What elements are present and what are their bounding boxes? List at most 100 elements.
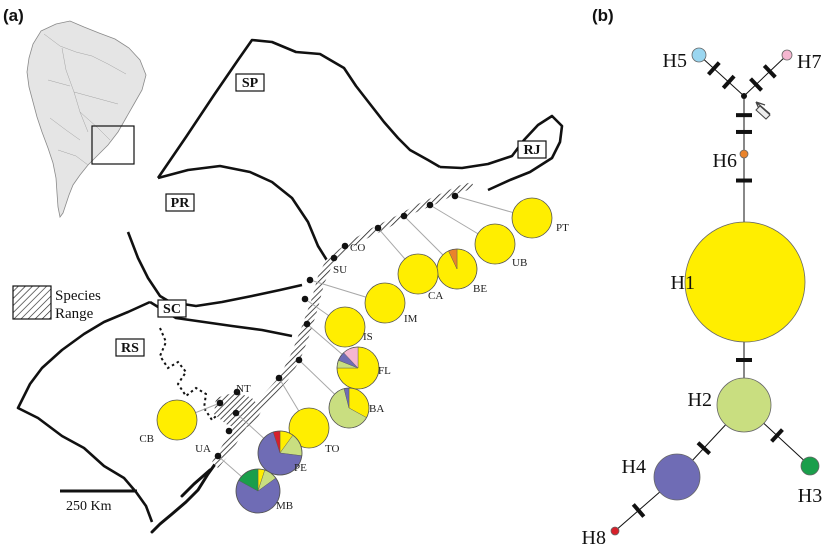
site-ba: BA <box>295 356 384 429</box>
site-pie-chart <box>288 407 330 449</box>
site-location-dot <box>330 254 338 262</box>
sp-border <box>156 38 441 179</box>
site-pie-chart <box>397 253 439 295</box>
site-be: BE <box>400 212 487 295</box>
haplotype-label: H7 <box>797 51 821 73</box>
network-edge <box>736 154 752 222</box>
edge-line <box>743 54 788 97</box>
state-label-box <box>235 73 265 92</box>
site-is: IS <box>301 295 373 348</box>
site-su: SU <box>330 254 347 276</box>
site-location-dot <box>451 192 459 200</box>
pie-outline <box>156 399 198 441</box>
lagoon-shore <box>180 468 212 498</box>
haplotype-h5: H5 <box>663 47 707 72</box>
haplotype-h4: H4 <box>622 453 701 501</box>
mutation-step-mark <box>706 61 721 76</box>
site-pe: PE <box>232 409 307 476</box>
haplotype-label: H1 <box>671 272 695 294</box>
pie-outline <box>235 468 281 514</box>
pie-outline <box>364 282 406 324</box>
state-label-text: RJ <box>523 143 540 158</box>
pie-outline <box>336 346 380 390</box>
state-label-box <box>165 193 195 212</box>
site-location-dot <box>301 295 309 303</box>
pie-outline <box>324 306 366 348</box>
haplotype-h1: H1 <box>671 221 806 343</box>
haplotype-h3: H3 <box>798 456 822 507</box>
site-pie-chart <box>156 399 198 441</box>
site-fl: FL <box>303 320 391 390</box>
site-location-dot <box>426 201 434 209</box>
network-edge <box>736 342 752 378</box>
site-location-dot <box>275 374 283 382</box>
mutation-step-mark <box>736 358 752 362</box>
site-pt: PT <box>451 192 569 239</box>
mutation-step-mark <box>736 113 752 118</box>
scale-bar-label: 250 Km <box>66 499 112 514</box>
edge-line <box>698 54 745 97</box>
site-label: UB <box>512 257 527 269</box>
network-edge <box>743 54 788 97</box>
inset-locator-box <box>91 125 135 165</box>
haplotype-node <box>781 49 793 61</box>
south-america-inset-map <box>26 20 147 218</box>
state-label-rs: RS <box>115 338 145 357</box>
sc-rs-border <box>16 300 154 523</box>
network-edge <box>698 54 745 97</box>
mutation-step-mark <box>696 441 712 456</box>
site-label: FL <box>378 365 391 377</box>
site-label: NT <box>236 383 251 395</box>
haplotype-label: H3 <box>798 485 822 507</box>
site-nt: NT <box>233 383 251 396</box>
pie-outline <box>511 197 553 239</box>
mutation-step-mark <box>749 77 764 92</box>
state-label-sp: SP <box>235 73 265 92</box>
state-label-rj: RJ <box>517 140 547 159</box>
haplotype-node <box>800 456 820 476</box>
haplotype-node <box>610 526 620 536</box>
haplotype-label: H6 <box>713 150 737 172</box>
pie-slice-h1 <box>475 224 515 264</box>
mutation-step-mark <box>736 129 752 134</box>
haplotype-label: H4 <box>622 456 646 478</box>
pie-outline <box>397 253 439 295</box>
network-edge <box>736 96 752 154</box>
state-label-pr: PR <box>165 193 195 212</box>
median-vector-node <box>741 93 747 99</box>
pie-slice-h1 <box>398 254 438 294</box>
pie-slice-h1 <box>325 307 365 347</box>
pie-outline <box>328 387 370 429</box>
mutation-step-mark <box>631 503 646 518</box>
haplotype-label: H2 <box>688 389 712 411</box>
scale-bar: 250 Km <box>60 489 137 514</box>
site-pie-chart <box>436 248 478 290</box>
site-location-dot <box>341 242 349 250</box>
arrow-shaft-icon <box>755 105 771 120</box>
site-label: BE <box>473 283 487 295</box>
legend-hatch-swatch <box>12 285 52 320</box>
country-borders <box>43 33 127 166</box>
site-label: PE <box>294 462 307 474</box>
site-ub: UB <box>426 201 527 269</box>
site-ca: CA <box>374 224 443 302</box>
site-ua: UA <box>195 427 233 455</box>
site-label: IM <box>404 313 418 325</box>
haplotype-node <box>691 47 707 63</box>
pie-outline <box>288 407 330 449</box>
mutation-step-mark <box>721 74 736 90</box>
site-label: CO <box>350 242 365 254</box>
site-label: BA <box>369 403 384 415</box>
site-pie-chart <box>324 306 366 348</box>
site-co: CO <box>341 242 365 254</box>
species-range-area <box>212 182 474 468</box>
haplotype-node <box>684 221 806 343</box>
site-location-dot <box>232 409 240 417</box>
site-label: SU <box>333 264 347 276</box>
mutation-step-mark <box>770 428 784 443</box>
site-location-dot <box>306 276 314 284</box>
state-label-text: SC <box>163 302 181 317</box>
site-location-dot <box>400 212 408 220</box>
